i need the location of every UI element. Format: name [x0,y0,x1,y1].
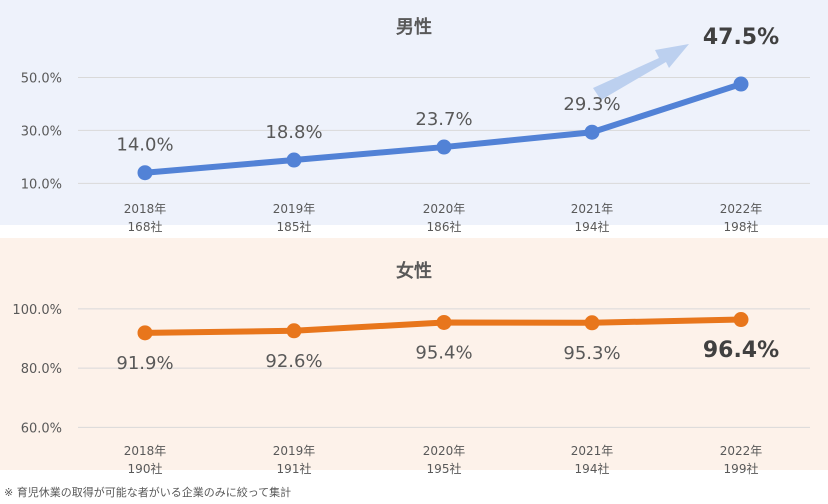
male-data-label: 14.0% [116,135,173,156]
male-panel-background [0,0,828,225]
male-y-tick-label: 10.0% [21,177,62,192]
male-x-tick-label: 2018年 [124,202,167,216]
male-y-tick-label: 50.0% [21,71,62,86]
trend-arrow [593,44,689,100]
male-data-label-highlight: 47.5% [703,25,779,50]
female-x-tick-label: 2021年 [571,444,614,458]
female-data-label: 95.4% [415,342,472,363]
male-chart-title: 男性 [396,16,432,38]
female-y-tick-label: 80.0% [21,362,62,377]
male-x-tick-sublabel: 168社 [128,219,163,234]
male-x-tick-sublabel: 186社 [427,219,462,234]
female-data-point [584,315,600,331]
female-x-tick-sublabel: 190社 [128,461,163,476]
male-x-tick-label: 2020年 [423,202,466,216]
female-x-tick-label: 2022年 [720,444,763,458]
female-data-label: 91.9% [116,353,173,374]
male-data-point [733,76,749,92]
female-data-point [733,312,749,328]
footnote: ※ 育児休業の取得が可能な者がいる企業のみに絞って集計 [4,486,292,499]
male-x-tick-label: 2021年 [571,202,614,216]
female-y-tick-label: 100.0% [12,303,62,318]
male-data-label: 18.8% [265,122,322,143]
male-data-point [137,165,153,181]
male-x-tick-sublabel: 198社 [724,219,759,234]
childcare-leave-chart: 男性 10.0% 30.0% 50.0% 2018年 168社 2019年 185社 2020年… [0,0,828,476]
female-data-point [286,323,302,339]
female-data-label-highlight: 96.4% [703,338,779,363]
female-data-point [436,314,452,330]
female-data-label: 92.6% [265,351,322,372]
female-panel-background [0,238,828,470]
female-x-tick-sublabel: 191社 [277,461,312,476]
female-data-label: 95.3% [563,343,620,364]
female-x-tick-sublabel: 194社 [575,461,610,476]
male-y-tick-label: 30.0% [21,124,62,139]
female-y-tick-label: 60.0% [21,421,62,436]
male-data-point [584,124,600,140]
male-x-tick-sublabel: 185社 [277,219,312,234]
female-chart-title: 女性 [396,260,432,282]
male-data-label: 29.3% [563,94,620,115]
male-x-tick-label: 2022年 [720,202,763,216]
female-x-tick-sublabel: 199社 [724,461,759,476]
female-data-point [137,325,153,341]
male-data-label: 23.7% [415,109,472,130]
female-x-tick-label: 2019年 [273,444,316,458]
female-x-tick-label: 2018年 [124,444,167,458]
male-data-point [286,152,302,168]
female-x-tick-label: 2020年 [423,444,466,458]
male-x-tick-label: 2019年 [273,202,316,216]
male-x-tick-sublabel: 194社 [575,219,610,234]
female-x-tick-sublabel: 195社 [427,461,462,476]
male-data-point [436,139,452,155]
